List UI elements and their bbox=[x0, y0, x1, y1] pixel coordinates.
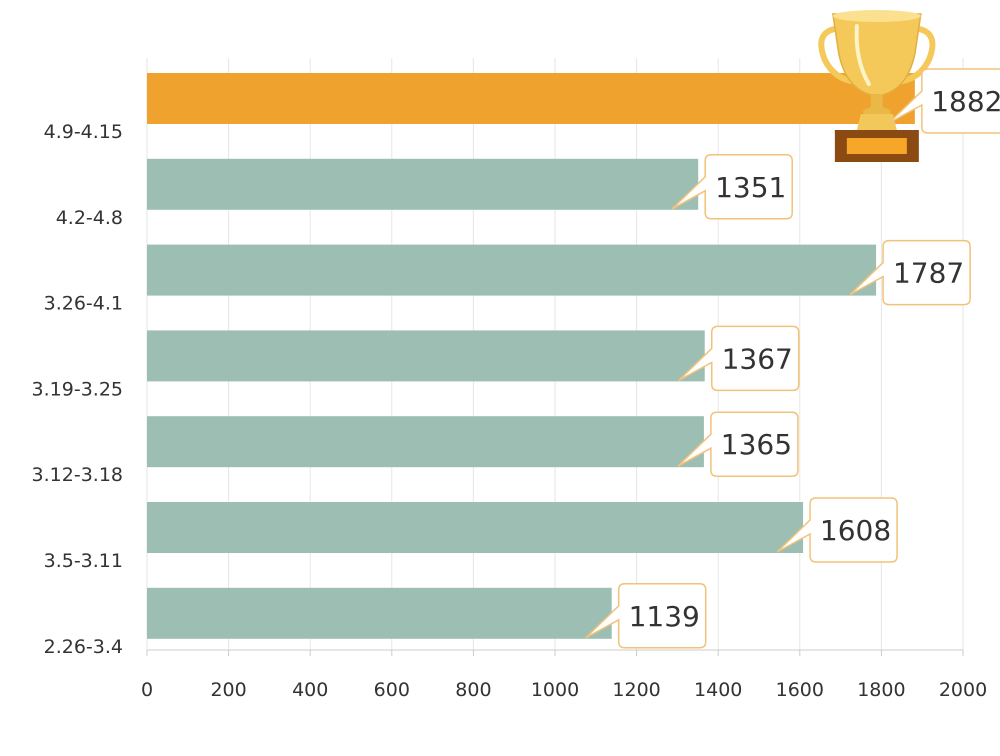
callout-bubble bbox=[585, 583, 707, 649]
data-label: 1367 bbox=[722, 342, 793, 375]
data-labels: 1882 1351 1787 1367 1365 1608 1139 bbox=[585, 68, 1000, 649]
data-label-callout: 1365 bbox=[677, 411, 799, 477]
category-label: 3.19-3.25 bbox=[32, 378, 123, 400]
data-label: 1365 bbox=[721, 428, 792, 461]
trophy-plaque bbox=[846, 138, 907, 154]
x-tick-label: 200 bbox=[210, 679, 246, 701]
category-label: 4.2-4.8 bbox=[56, 207, 123, 229]
bar-highlight bbox=[147, 73, 915, 124]
callout-bubble bbox=[677, 411, 799, 477]
data-label-callout: 1367 bbox=[678, 325, 800, 392]
callout-bubble bbox=[888, 68, 1000, 134]
x-tick-label: 0 bbox=[141, 679, 153, 701]
callout-bubble bbox=[776, 497, 898, 563]
y-axis-categories: 4.9-4.15 4.2-4.8 3.26-4.1 3.19-3.25 3.12-3.1… bbox=[32, 121, 123, 658]
bar bbox=[147, 587, 612, 639]
data-label-callout: 1882 bbox=[888, 68, 1000, 134]
x-tick-label: 600 bbox=[374, 679, 410, 701]
x-tick-label: 1400 bbox=[694, 679, 742, 701]
trophy-handle-left bbox=[818, 25, 858, 85]
data-label-callout: 1139 bbox=[585, 583, 707, 649]
x-tick-label: 1800 bbox=[857, 679, 905, 701]
data-label: 1882 bbox=[931, 85, 1000, 118]
callout-bubble bbox=[849, 239, 971, 306]
data-label-callout: 1787 bbox=[849, 239, 971, 306]
trophy-stem bbox=[870, 94, 883, 110]
bar bbox=[147, 416, 704, 468]
bars bbox=[147, 73, 915, 639]
bar bbox=[147, 330, 705, 382]
category-label: 3.12-3.18 bbox=[32, 464, 123, 486]
trophy-rim bbox=[832, 10, 921, 22]
trophy-icon bbox=[818, 10, 936, 162]
category-label: 3.5-3.11 bbox=[44, 550, 123, 572]
data-label: 1787 bbox=[893, 257, 964, 290]
category-label: 2.26-3.4 bbox=[44, 636, 123, 658]
callout-bubble bbox=[671, 154, 793, 220]
bar bbox=[147, 244, 877, 296]
trophy-neck bbox=[856, 114, 897, 130]
x-axis: 0 200 400 600 800 1000 1200 1400 1600 1800 2000 bbox=[141, 649, 987, 701]
x-tick-label: 1000 bbox=[531, 679, 579, 701]
x-tick-label: 1600 bbox=[776, 679, 824, 701]
data-label: 1139 bbox=[629, 600, 700, 633]
bar bbox=[147, 502, 804, 553]
data-label-callout: 1608 bbox=[776, 497, 898, 563]
data-label: 1351 bbox=[715, 171, 786, 204]
x-tick-label: 800 bbox=[455, 679, 491, 701]
data-label-callout: 1351 bbox=[671, 154, 793, 220]
category-label: 4.9-4.15 bbox=[44, 121, 123, 143]
x-tick-label: 400 bbox=[292, 679, 328, 701]
callout-bubble bbox=[678, 325, 800, 392]
category-label: 3.26-4.1 bbox=[44, 293, 123, 315]
trophy-handle-right bbox=[896, 25, 936, 85]
bar bbox=[147, 158, 699, 210]
x-tick-label: 1200 bbox=[612, 679, 660, 701]
x-tick-label: 2000 bbox=[939, 679, 987, 701]
trophy-shine bbox=[854, 24, 871, 86]
data-label: 1608 bbox=[820, 514, 891, 547]
